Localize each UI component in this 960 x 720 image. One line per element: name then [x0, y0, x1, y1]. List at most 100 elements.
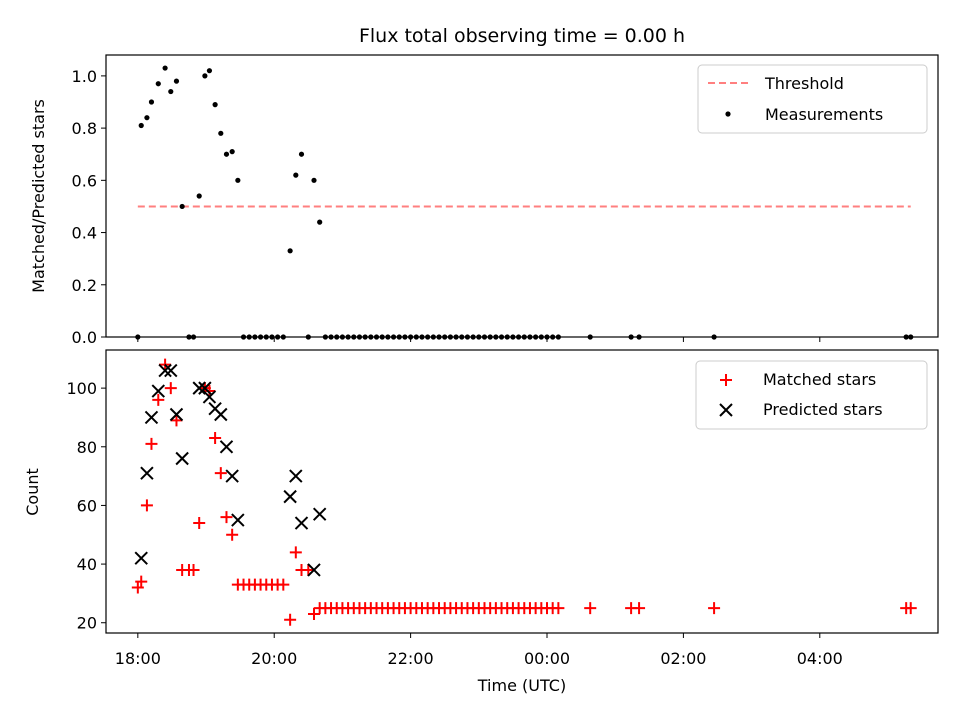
- bottom-x-tick-label-2: 22:00: [388, 649, 434, 668]
- predicted-point-17: [289, 469, 303, 483]
- predicted-point-2: [144, 410, 159, 425]
- bottom-x-tick-label-3: 00:00: [524, 649, 570, 668]
- predicted-point-15: [231, 513, 245, 527]
- matched-point-1: [135, 575, 148, 588]
- measurement-point-2: [144, 115, 150, 121]
- legend-matched-marker: [720, 374, 732, 386]
- predicted-point-0: [134, 551, 148, 565]
- top-chart-frame: [105, 54, 939, 338]
- matched-point-6: [164, 382, 177, 395]
- predicted-point-4: [158, 363, 172, 378]
- top-y-tick-label-0: 0.0: [72, 328, 97, 347]
- matched-point-13: [203, 385, 216, 398]
- bottom-y-tick-label-4: 100: [66, 379, 97, 398]
- matched-point-77: [633, 602, 646, 615]
- bottom-y-tick-label-2: 60: [77, 496, 97, 515]
- bottom-chart-legend-box: [695, 360, 928, 430]
- matched-point-31: [308, 607, 320, 620]
- matched-point-28: [289, 546, 302, 559]
- measurement-point-11: [196, 193, 202, 199]
- matched-point-16: [220, 511, 233, 524]
- matched-point-74: [552, 602, 565, 615]
- legend-measurements-label: Measurements: [765, 105, 883, 124]
- measurement-point-8: [179, 203, 185, 210]
- matched-point-7: [170, 414, 183, 427]
- predicted-point-6: [169, 407, 184, 422]
- predicted-point-7: [175, 451, 189, 466]
- measurement-point-31: [311, 177, 317, 183]
- measurement-point-3: [148, 99, 155, 105]
- top-y-tick-label-1: 0.2: [72, 276, 97, 295]
- predicted-point-16: [283, 489, 297, 504]
- matched-point-27: [284, 613, 297, 626]
- predicted-point-8: [192, 381, 206, 395]
- bottom-chart-legend: Matched stars Predicted stars: [695, 360, 928, 430]
- matched-point-2: [140, 499, 153, 512]
- legend-predicted-label: Predicted stars: [763, 400, 883, 419]
- matched-point-26: [277, 578, 290, 591]
- measurement-point-7: [173, 78, 180, 84]
- matched-point-80: [904, 602, 917, 615]
- measurement-point-5: [162, 65, 168, 71]
- matched-point-11: [193, 517, 206, 530]
- predicted-point-1: [140, 466, 154, 480]
- matched-point-75: [584, 602, 597, 615]
- top-chart-y-axis-label: Matched/Predicted stars: [29, 99, 48, 293]
- bottom-chart-y-axis-label: Count: [23, 468, 42, 516]
- predicted-point-12: [214, 407, 228, 422]
- predicted-point-3: [151, 384, 165, 398]
- bottom-chart-plot-area: [131, 358, 917, 626]
- matched-point-4: [152, 393, 165, 406]
- measurement-point-32: [317, 219, 323, 225]
- top-y-tick-label-2: 0.4: [72, 224, 97, 243]
- legend-measurements-marker: [725, 111, 731, 117]
- bottom-y-tick-label-1: 40: [77, 555, 97, 574]
- top-y-tick-label-5: 1.0: [72, 67, 97, 86]
- predicted-point-13: [219, 440, 234, 454]
- matched-point-14: [209, 431, 222, 444]
- top-chart-legend-box: [697, 64, 928, 134]
- measurement-point-28: [293, 172, 299, 178]
- predicted-point-20: [312, 507, 327, 521]
- measurement-point-29: [298, 151, 305, 157]
- measurement-point-12: [202, 73, 208, 79]
- legend-threshold-label: Threshold: [764, 74, 844, 93]
- measurement-point-15: [218, 130, 224, 136]
- measurement-point-13: [206, 68, 213, 74]
- bottom-y-tick-label-0: 20: [77, 614, 97, 633]
- matched-point-10: [187, 563, 200, 576]
- measurement-point-17: [229, 149, 235, 155]
- predicted-point-10: [202, 390, 217, 404]
- top-chart-plot-area: [135, 65, 914, 340]
- bottom-chart-x-axis-label: Time (UTC): [477, 676, 566, 695]
- matched-point-17: [226, 528, 239, 541]
- measurement-point-27: [287, 248, 293, 254]
- measurement-point-1: [138, 122, 144, 129]
- predicted-point-5: [164, 363, 178, 378]
- bottom-x-tick-label-1: 20:00: [251, 649, 297, 668]
- measurement-point-4: [155, 81, 161, 87]
- measurement-point-16: [223, 151, 230, 157]
- legend-matched-label: Matched stars: [763, 370, 876, 389]
- measurement-point-6: [168, 88, 174, 95]
- predicted-point-14: [225, 469, 239, 483]
- bottom-x-tick-label-4: 02:00: [660, 649, 706, 668]
- top-chart-legend: Threshold Measurements: [697, 64, 928, 134]
- top-y-tick-label-3: 0.6: [72, 171, 97, 190]
- measurement-point-18: [235, 177, 241, 183]
- top-chart-title: Flux total observing time = 0.00 h: [359, 25, 685, 47]
- predicted-point-18: [294, 516, 309, 530]
- bottom-x-tick-label-0: 18:00: [115, 649, 161, 668]
- matched-point-15: [214, 467, 227, 480]
- bottom-x-tick-label-5: 04:00: [797, 649, 843, 668]
- top-y-tick-label-4: 0.8: [72, 119, 97, 138]
- matched-point-30: [302, 563, 315, 576]
- predicted-point-9: [198, 381, 212, 395]
- measurement-point-14: [212, 102, 218, 108]
- bottom-y-tick-label-3: 80: [77, 438, 97, 457]
- legend-predicted-marker: [719, 403, 733, 417]
- matched-point-78: [708, 602, 721, 615]
- bottom-chart-frame: [105, 349, 939, 634]
- matched-point-3: [145, 437, 158, 450]
